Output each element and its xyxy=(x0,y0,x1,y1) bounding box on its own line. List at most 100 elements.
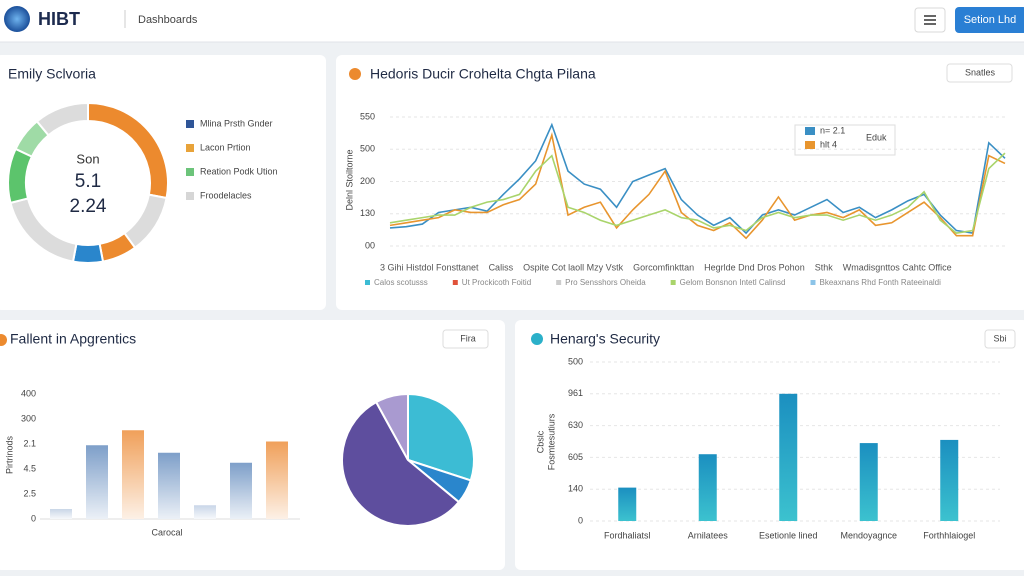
panel-button-label: Snatles xyxy=(965,67,996,77)
bar-fade xyxy=(122,430,144,519)
legend-label: hlt 4 xyxy=(820,139,837,149)
logo: HIBT xyxy=(38,9,80,29)
legend-label: Sthk xyxy=(815,262,834,272)
y-tick-label: 961 xyxy=(568,388,583,398)
legend-label: Hegrlde Dnd Dros Pohon xyxy=(704,262,805,272)
legend-label: Ut Prockicoth Foitid xyxy=(462,278,531,287)
legend-swatch xyxy=(556,280,562,285)
x-tick-label: Forthhlaiogel xyxy=(923,530,975,540)
bar-fade xyxy=(50,509,72,519)
y-axis-label: Cbslc xyxy=(535,430,545,453)
center-value: 5.1 xyxy=(75,171,101,192)
panel-button[interactable] xyxy=(442,329,489,349)
title-dot xyxy=(0,334,7,346)
x-tick-label: Arnilatees xyxy=(688,530,729,540)
legend-swatch xyxy=(186,144,194,152)
y-tick-label: 400 xyxy=(21,388,36,398)
legend-label: Gorcomfinkttan xyxy=(633,262,694,272)
y-tick-label: 605 xyxy=(568,452,583,462)
legend-label: Pro Sensshors Oheida xyxy=(565,278,646,287)
bar xyxy=(698,454,717,521)
legend-label: Mlina Prsth Gnder xyxy=(200,118,273,128)
panel xyxy=(515,320,1024,570)
legend-label: Bkeaxnans Rhd Fonth Rateeinaldi xyxy=(820,278,942,287)
legend-label: n= 2.1 xyxy=(820,125,845,135)
y-axis-label: Delnl Stoiltorne xyxy=(344,149,354,210)
y-tick-label: 4.5 xyxy=(23,463,36,473)
legend-swatch xyxy=(452,280,458,285)
y-tick-label: 630 xyxy=(568,420,583,430)
bar-fade xyxy=(194,505,216,519)
legend-label: Caliss xyxy=(489,262,514,272)
legend-label: 3 Gihi Histdol Fonsttanet xyxy=(380,262,479,272)
legend-swatch xyxy=(810,280,816,285)
center-value: 2.24 xyxy=(70,196,107,217)
nav-link[interactable]: Dashboards xyxy=(138,14,198,26)
panel-title: Emily Sclvoria xyxy=(8,66,96,82)
legend-title: Eduk xyxy=(866,132,887,142)
y-tick-label: 550 xyxy=(360,111,375,121)
header xyxy=(0,0,1024,42)
panel-button[interactable] xyxy=(984,329,1016,349)
bar-fade xyxy=(266,441,288,519)
legend-swatch xyxy=(670,280,676,285)
segment xyxy=(341,400,461,527)
title-dot xyxy=(531,333,543,345)
primary-button-label: Setion Lhd xyxy=(964,14,1017,26)
bar xyxy=(779,393,798,521)
panel-button-label: Sbi xyxy=(993,333,1006,343)
x-axis-label: Carocal xyxy=(151,527,182,537)
segment xyxy=(374,392,409,461)
segment xyxy=(71,242,105,264)
line xyxy=(389,152,1006,234)
line xyxy=(389,122,1006,235)
line xyxy=(389,131,1006,240)
panel-title: Hedoris Ducir Crohelta Chgta Pilana xyxy=(370,66,596,82)
panel-button[interactable] xyxy=(946,63,1013,83)
legend-swatch xyxy=(186,120,194,128)
logo-icon xyxy=(4,6,30,32)
menu-icon xyxy=(924,15,936,25)
x-tick-label: Mendoyagnce xyxy=(840,530,897,540)
legend-label: Wmadisgnttos Cahtc Office xyxy=(843,262,952,272)
y-tick-label: 500 xyxy=(568,356,583,366)
legend-label: Reation Podk Ution xyxy=(200,166,278,176)
legend-swatch xyxy=(186,192,194,200)
y-tick-label: 2.1 xyxy=(23,438,36,448)
bar xyxy=(859,443,878,521)
bar xyxy=(940,439,959,521)
segment xyxy=(407,392,475,482)
legend-swatch xyxy=(365,280,370,285)
panel-title: Henarg's Security xyxy=(550,331,660,347)
y-tick-label: 200 xyxy=(360,176,375,186)
segment xyxy=(35,101,89,137)
legend-label: Ospite Cot laoll Mzy Vstk xyxy=(523,262,624,272)
panel-title: Fallent in Apgrentics xyxy=(10,331,136,347)
y-tick-label: 500 xyxy=(360,144,375,154)
bar-fade xyxy=(158,452,180,519)
y-tick-label: 300 xyxy=(21,413,36,423)
x-tick-label: Esetionle lined xyxy=(759,530,818,540)
legend-label: Lacon Prtion xyxy=(200,142,251,152)
center-label: Son xyxy=(76,151,99,166)
y-axis-label: Pirtrinods xyxy=(4,435,14,474)
legend-swatch xyxy=(805,127,815,135)
legend-label: Calos scotusss xyxy=(374,278,428,287)
title-dot xyxy=(349,68,361,80)
y-tick-label: 0 xyxy=(578,515,583,525)
y-tick-label: 2.5 xyxy=(23,488,36,498)
primary-button[interactable] xyxy=(955,7,1024,33)
y-axis-label: Fosmtesutiurs xyxy=(546,413,556,470)
legend-label: Gelom Bonsnon Intetl Calinsd xyxy=(680,278,786,287)
bar-fade xyxy=(230,462,252,519)
bar-fade xyxy=(86,445,108,519)
x-tick-label: Fordhaliatsl xyxy=(604,530,651,540)
y-tick-label: 130 xyxy=(360,208,375,218)
y-tick-label: 00 xyxy=(365,240,375,250)
legend-label: Froodelacles xyxy=(200,190,252,200)
legend-swatch xyxy=(805,141,815,149)
y-tick-label: 140 xyxy=(568,484,583,494)
legend-swatch xyxy=(186,168,194,176)
bar xyxy=(618,487,637,521)
